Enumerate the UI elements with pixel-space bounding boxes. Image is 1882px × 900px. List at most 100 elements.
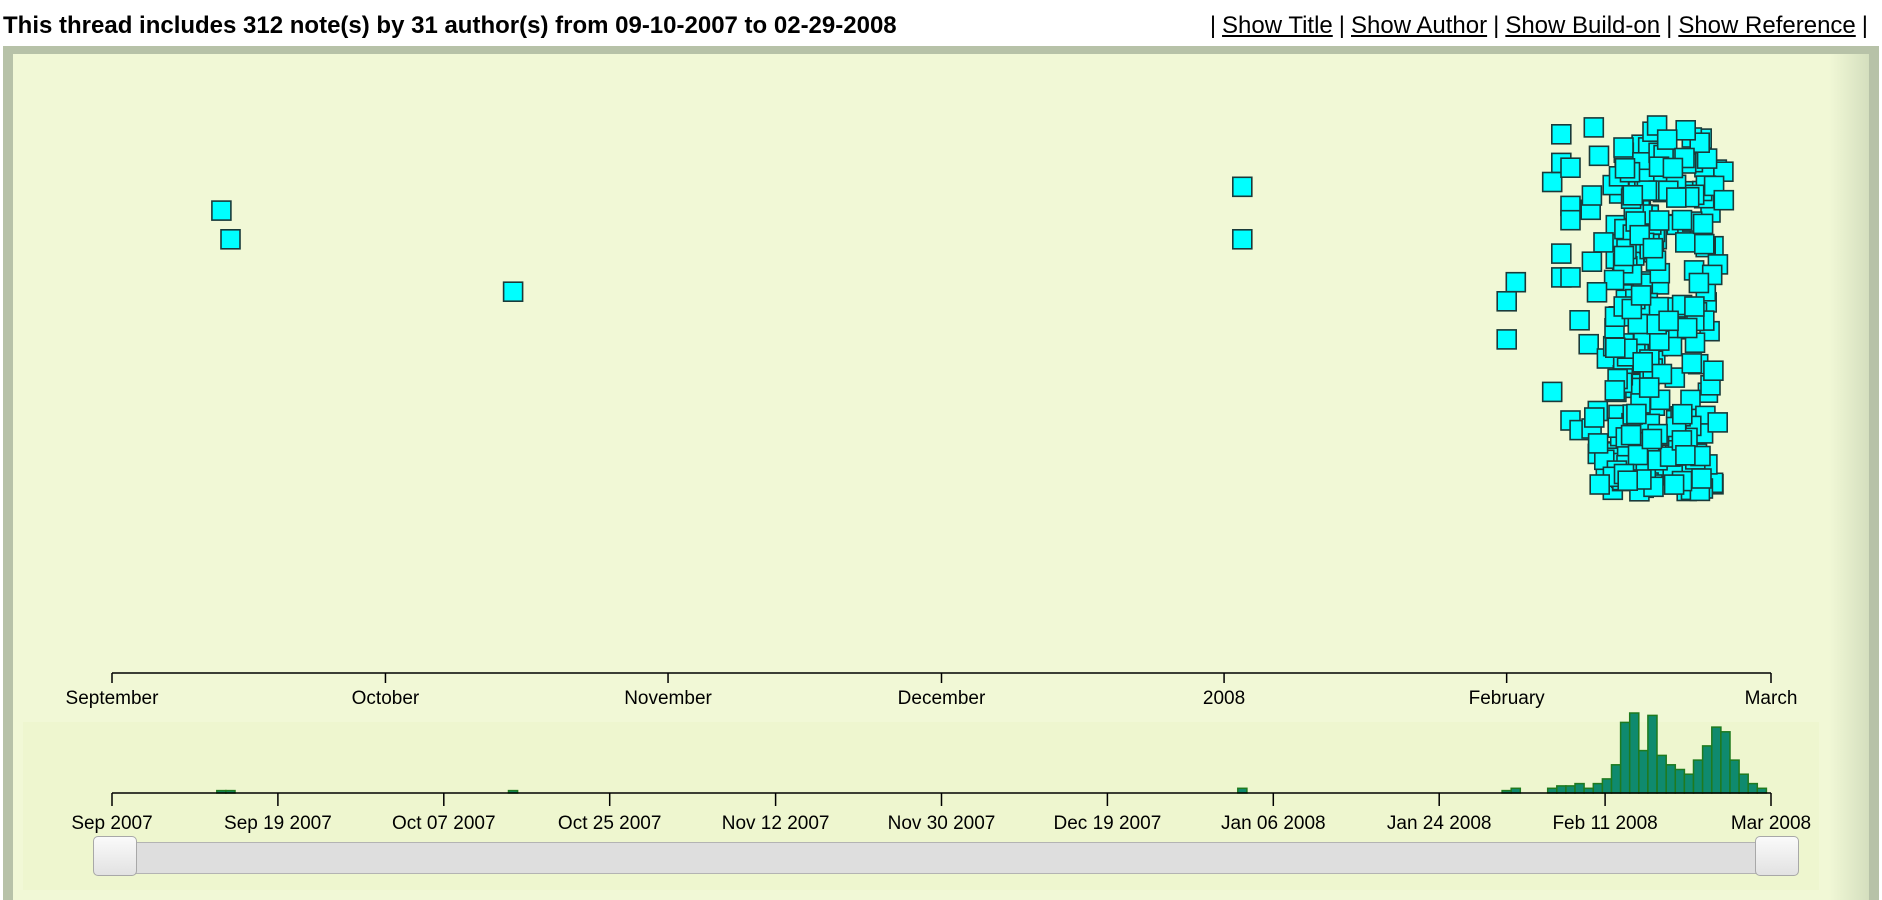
note-marker[interactable] [1663,474,1685,495]
note-marker[interactable] [1505,271,1527,293]
note-marker[interactable] [1671,209,1693,231]
show-build-on-link[interactable]: Show Build-on [1505,12,1661,39]
histogram-bar [1692,759,1704,794]
note-marker[interactable] [1560,267,1581,288]
note-marker[interactable] [1666,187,1687,208]
histogram-bar [1711,726,1722,794]
note-marker[interactable] [1672,403,1693,425]
range-end-handle[interactable] [1755,836,1799,876]
note-marker[interactable] [220,229,241,250]
main-axis-tick-label: November [624,688,712,709]
note-marker[interactable] [1632,351,1653,373]
range-scrollbar[interactable] [93,836,1799,876]
note-marker[interactable] [1617,470,1638,492]
note-marker[interactable] [1603,269,1625,291]
note-marker[interactable] [1541,171,1563,193]
note-marker[interactable] [1626,403,1647,425]
overview-histogram [216,712,1768,794]
histogram-bar [1592,782,1604,794]
note-marker[interactable] [1232,229,1253,250]
note-marker[interactable] [1641,428,1663,450]
separator: | [1861,12,1868,39]
main-axis-tick-label: October [352,688,420,709]
note-marker[interactable] [1675,444,1696,466]
note-marker[interactable] [1675,120,1696,141]
range-start-handle[interactable] [93,836,137,876]
note-marker[interactable] [1713,189,1735,211]
note-marker[interactable] [1232,176,1253,198]
note-marker[interactable] [1620,424,1642,446]
overview-axis-tick-label: Sep 19 2007 [224,813,332,834]
note-marker[interactable] [1581,251,1603,272]
note-marker[interactable] [1688,272,1710,294]
thread-header: This thread includes 312 note(s) by 31 a… [0,0,1882,48]
note-marker[interactable] [1587,433,1609,454]
note-marker[interactable] [1583,117,1605,138]
note-marker[interactable] [502,281,524,303]
overview-axis-tick-label: Feb 11 2008 [1552,813,1657,834]
note-marker[interactable] [1584,407,1605,428]
note-marker[interactable] [1578,333,1599,355]
note-marker[interactable] [1588,145,1610,167]
notes-layer[interactable] [211,115,1735,502]
note-marker[interactable] [1691,468,1712,489]
histogram-bar [1656,754,1667,794]
panel-shadow [1829,54,1869,900]
separator: | [1338,12,1345,39]
note-marker[interactable] [1694,233,1715,255]
histogram-bar [1729,759,1740,794]
note-marker[interactable] [1586,281,1608,303]
note-marker[interactable] [1675,232,1696,253]
note-marker[interactable] [1593,232,1614,253]
note-marker[interactable] [1684,296,1705,317]
note-marker[interactable] [1613,137,1634,158]
show-reference-link[interactable]: Show Reference [1678,12,1856,39]
note-marker[interactable] [1622,185,1644,206]
histogram-bar [1628,712,1640,794]
note-marker[interactable] [1692,213,1714,235]
note-marker[interactable] [1605,337,1626,359]
note-marker[interactable] [1662,157,1684,179]
note-marker[interactable] [1551,243,1572,264]
note-marker[interactable] [1656,129,1678,150]
note-marker[interactable] [1560,209,1581,231]
note-marker[interactable] [1676,317,1698,339]
overview-axis-tick-label: Dec 19 2007 [1054,813,1162,834]
main-axis-tick-label: 2008 [1203,688,1245,709]
note-marker[interactable] [1581,185,1603,206]
show-title-link[interactable]: Show Title [1222,12,1333,39]
histogram-bar [1619,721,1631,794]
note-marker[interactable] [1648,210,1670,231]
note-marker[interactable] [1703,360,1724,382]
note-marker[interactable] [1496,329,1517,350]
note-marker[interactable] [1642,237,1664,259]
histogram-bar [1701,745,1713,794]
view-options: | Show Title | Show Author | Show Build-on | Sh… [1204,12,1874,40]
note-marker[interactable] [1569,309,1590,331]
note-marker[interactable] [1627,444,1649,466]
histogram-bar [1665,764,1677,794]
histogram-bar [1574,782,1585,794]
note-marker[interactable] [1681,353,1703,374]
note-marker[interactable] [1551,124,1572,145]
note-marker[interactable] [1496,290,1517,312]
scroll-track[interactable] [129,842,1763,874]
note-marker[interactable] [1630,285,1652,306]
note-marker[interactable] [1589,474,1610,495]
note-marker[interactable] [1604,380,1626,401]
histogram-bar [1647,714,1658,794]
note-marker[interactable] [1613,245,1635,267]
note-marker[interactable] [1658,310,1679,332]
note-marker[interactable] [1638,377,1660,398]
show-author-link[interactable]: Show Author [1351,12,1488,39]
note-marker[interactable] [1560,157,1581,178]
note-marker[interactable] [1707,412,1728,433]
separator: | [1493,12,1500,39]
histogram-bar [1674,768,1686,794]
overview-axis-tick-label: Jan 06 2008 [1221,813,1326,834]
note-marker[interactable] [1541,381,1563,403]
note-marker[interactable] [211,200,232,221]
overview-axis-tick-label: Mar 2008 [1731,813,1811,834]
note-marker[interactable] [1614,158,1636,179]
